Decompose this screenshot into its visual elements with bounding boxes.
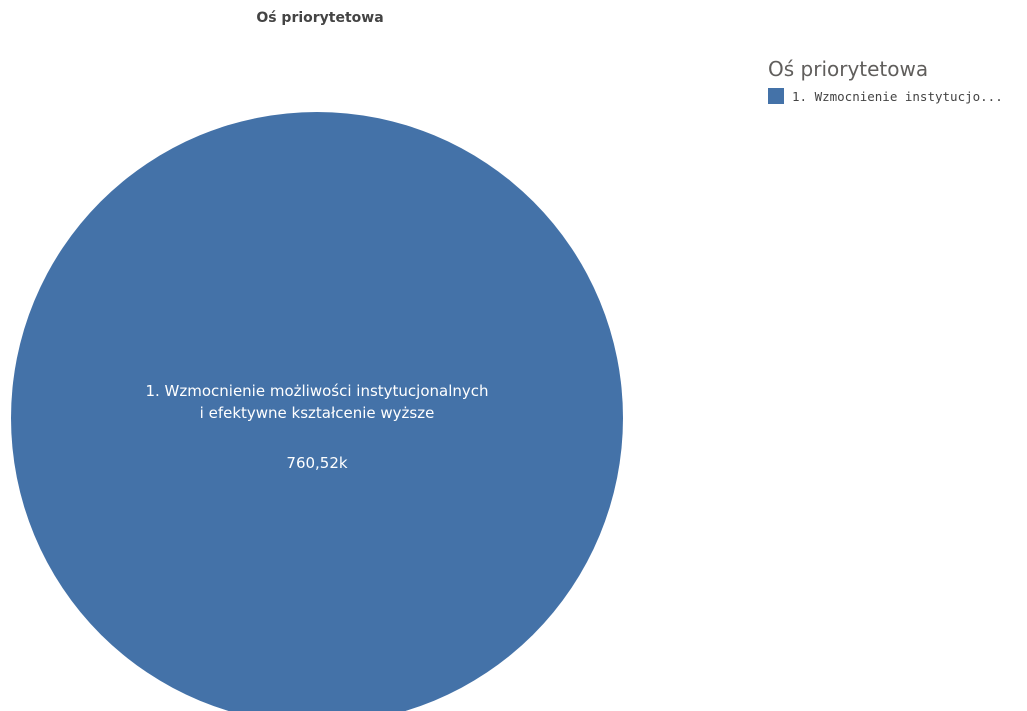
slice-category-label: 1. Wzmocnienie możliwości instytucjonaln… — [145, 382, 488, 400]
legend-item[interactable]: 1. Wzmocnienie instytucjo... — [768, 88, 1023, 104]
legend-label: 1. Wzmocnienie instytucjo... — [792, 89, 1003, 104]
slice-value-label: 760,52k — [286, 454, 347, 472]
legend: Oś priorytetowa 1. Wzmocnienie instytucj… — [768, 56, 1023, 104]
legend-title: Oś priorytetowa — [768, 56, 1023, 82]
legend-items: 1. Wzmocnienie instytucjo... — [768, 88, 1023, 104]
slice-category-label: i efektywne kształcenie wyższe — [200, 404, 435, 422]
legend-swatch — [768, 88, 784, 104]
